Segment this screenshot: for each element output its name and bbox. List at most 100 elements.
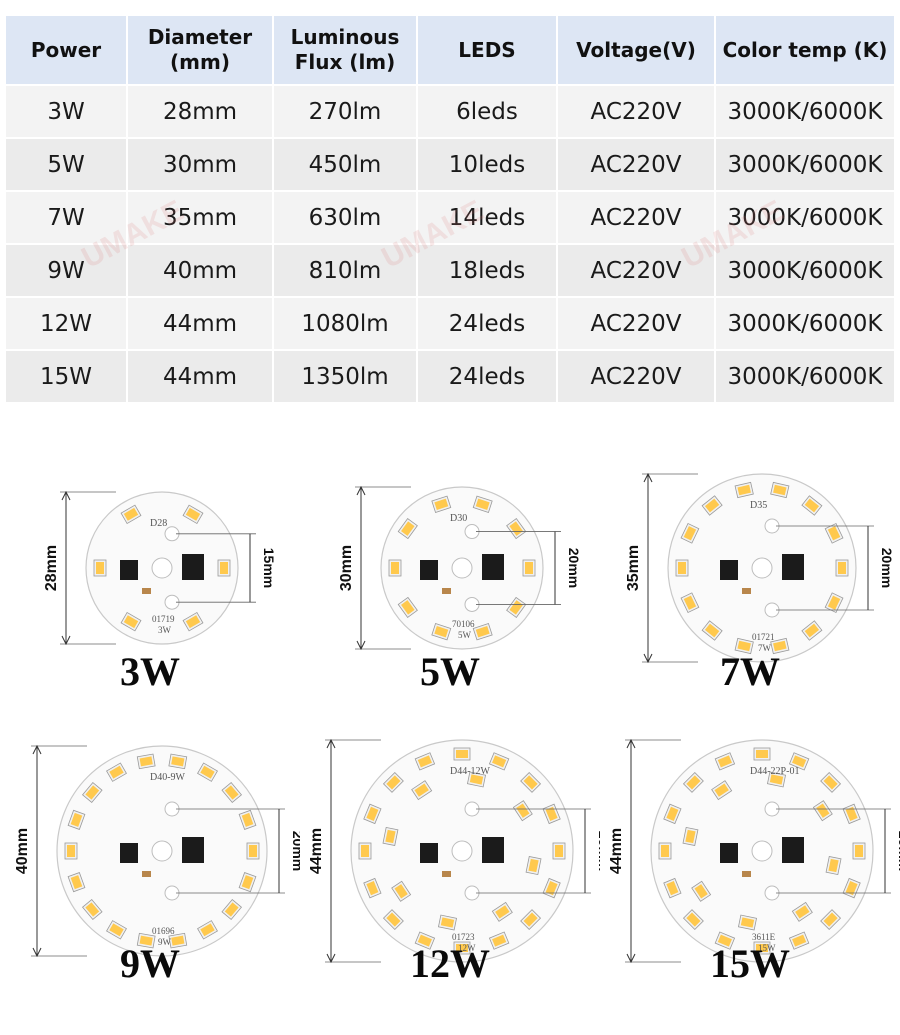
led-chip — [791, 901, 813, 922]
led-chip — [506, 596, 527, 618]
led-chip — [93, 559, 107, 577]
diameter-label: 28mm — [43, 545, 60, 591]
arrow-down-icon — [643, 653, 653, 664]
arrow-down-icon — [626, 953, 636, 964]
led-chip — [397, 518, 418, 540]
led-chip — [453, 747, 471, 761]
led-chip — [120, 611, 142, 632]
silkscreen-code: 3611E — [752, 932, 776, 942]
led-chip — [753, 747, 771, 761]
led-chip — [835, 559, 849, 577]
driver-chip — [182, 837, 204, 863]
resistor — [742, 871, 751, 877]
header-luminous-flux: Luminous Flux (lm) — [274, 16, 416, 84]
led-chip — [788, 931, 810, 950]
module-power-label: 5W — [420, 649, 480, 694]
table-cell: 3000K/6000K — [716, 192, 894, 243]
diameter-label: 44mm — [308, 828, 325, 874]
silkscreen-model: D40-9W — [150, 772, 186, 783]
silkscreen-watt: 12W — [458, 943, 476, 953]
led-chip — [431, 623, 452, 641]
rectifier-chip — [720, 560, 738, 580]
led-chip — [852, 842, 866, 860]
arrow-up-icon — [61, 490, 71, 501]
pitch-label: 20mm — [896, 831, 900, 871]
led-chip — [488, 752, 510, 771]
table-cell: 3W — [6, 86, 126, 137]
driver-chip — [182, 554, 204, 580]
table-cell: 1350lm — [274, 351, 416, 402]
center-hole — [751, 557, 773, 579]
pitch-label: 20mm — [879, 548, 895, 588]
rectifier-chip — [120, 843, 138, 863]
diameter-label: 44mm — [608, 828, 625, 874]
led-chip — [391, 880, 412, 902]
table-cell: 3000K/6000K — [716, 298, 894, 349]
pitch-label: 20mm — [566, 548, 582, 588]
center-hole — [451, 840, 473, 862]
led-chip — [64, 842, 78, 860]
resistor — [442, 588, 451, 594]
led-chip — [382, 909, 404, 931]
led-chip — [106, 920, 127, 940]
led-chip — [238, 872, 257, 893]
arrow-up-icon — [643, 472, 653, 483]
header-leds: LEDS — [418, 16, 556, 84]
module-power-label: 12W — [410, 941, 490, 986]
silkscreen-model: D44-22P-01 — [750, 766, 799, 777]
table-cell: AC220V — [558, 245, 714, 296]
header-voltage: Voltage(V) — [558, 16, 714, 84]
module-12w: 44mm D44-12W 01723 12W 20mm 12W — [300, 735, 600, 1035]
led-chip — [431, 495, 452, 513]
led-chip — [397, 596, 418, 618]
led-chip — [168, 932, 188, 949]
led-chip — [81, 781, 103, 804]
silkscreen-watt: 7W — [758, 643, 772, 653]
led-chip — [382, 826, 399, 847]
resistor — [142, 588, 151, 594]
table-cell: 630lm — [274, 192, 416, 243]
module-15w: 44mm D44-22P-01 3611E 15W 20mm 15W — [600, 735, 900, 1035]
arrow-down-icon — [32, 947, 42, 958]
silkscreen-code: 01721 — [752, 632, 775, 642]
diameter-label: 30mm — [338, 545, 355, 591]
led-chip — [81, 898, 103, 921]
led-chip — [520, 909, 542, 931]
resistor — [142, 871, 151, 877]
arrow-down-icon — [326, 953, 336, 964]
table-cell: 1080lm — [274, 298, 416, 349]
rectifier-chip — [420, 560, 438, 580]
led-chip — [801, 495, 823, 516]
arrow-down-icon — [61, 635, 71, 646]
led-chip — [221, 781, 243, 804]
rectifier-chip — [420, 843, 438, 863]
led-chip — [358, 842, 372, 860]
table-cell: 5W — [6, 139, 126, 190]
led-chip — [246, 842, 260, 860]
led-chip — [753, 941, 771, 955]
led-chip — [552, 842, 566, 860]
led-chip — [820, 771, 842, 793]
led-chip — [512, 800, 533, 822]
table-row: 7W 35mm 630lm 14leds AC220V 3000K/6000K — [6, 192, 894, 243]
resistor — [742, 588, 751, 594]
led-chip — [182, 504, 204, 525]
silkscreen-watt: 5W — [458, 630, 472, 640]
led-chip — [770, 481, 790, 499]
table-cell: 450lm — [274, 139, 416, 190]
led-chip — [825, 855, 842, 876]
led-chip — [682, 909, 704, 931]
rectifier-chip — [720, 843, 738, 863]
led-chip — [182, 611, 204, 632]
rectifier-chip — [120, 560, 138, 580]
table-cell: 10leds — [418, 139, 556, 190]
led-chip — [766, 771, 787, 788]
module-9w: 40mm D40-9W 01696 9W 20mm 9W — [0, 735, 300, 1035]
table-row: 5W 30mm 450lm 10leds AC220V 3000K/6000K — [6, 139, 894, 190]
silkscreen-model: D30 — [450, 513, 467, 524]
led-chip — [520, 771, 542, 793]
module-7w: 35mm D35 01721 7W 20mm 7W — [600, 452, 900, 752]
